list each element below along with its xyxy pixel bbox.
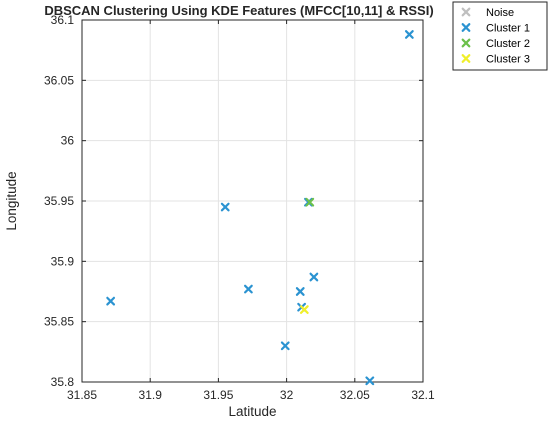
cluster-1-point	[295, 287, 305, 296]
x-tick-label: 31.95	[203, 388, 233, 402]
cluster-1-point	[365, 376, 375, 386]
y-tick-label: 35.85	[44, 315, 74, 329]
axes-box	[81, 19, 424, 383]
cluster-1-point	[309, 272, 319, 282]
cluster-3-point	[299, 305, 309, 314]
x-tick-label: 32.05	[340, 388, 370, 402]
chart-title: DBSCAN Clustering Using KDE Features (MF…	[44, 3, 433, 18]
x-tick-label: 32	[280, 388, 294, 402]
legend-label: Noise	[486, 7, 514, 19]
legend: Noise Cluster 1 Cluster 2 Cluster 3	[452, 1, 548, 71]
x-axis-label: Latitude	[228, 404, 276, 419]
legend-label: Cluster 1	[486, 23, 530, 35]
legend-marker	[461, 23, 471, 32]
x-tick-label: 31.9	[139, 388, 163, 402]
cluster-1-point	[404, 30, 414, 39]
cluster-1-point	[220, 202, 230, 212]
cluster-1-point	[106, 296, 116, 306]
y-axis-label: Longitude	[4, 171, 19, 230]
y-tick-label: 35.95	[44, 194, 74, 208]
cluster-2-point	[305, 197, 315, 207]
x-tick-label: 31.85	[67, 388, 97, 402]
plot-area: 31.85 31.9 31.95 32 32.05 32.1 35.8 35.85 35.9 35…	[44, 13, 435, 402]
y-tick-label: 36	[61, 134, 75, 148]
y-tick-label: 36.1	[51, 13, 75, 27]
legend-marker	[461, 54, 471, 63]
y-tick-label: 36.05	[44, 73, 74, 87]
legend-label: Cluster 3	[486, 54, 530, 66]
y-tick-label: 35.9	[51, 254, 75, 268]
x-tick-label: 32.1	[411, 388, 435, 402]
y-tick-label: 35.8	[51, 375, 75, 389]
cluster-1-point	[280, 341, 290, 351]
cluster-1-point	[244, 284, 253, 294]
legend-marker	[461, 38, 471, 48]
legend-marker	[461, 7, 471, 17]
legend-label: Cluster 2	[486, 38, 530, 50]
